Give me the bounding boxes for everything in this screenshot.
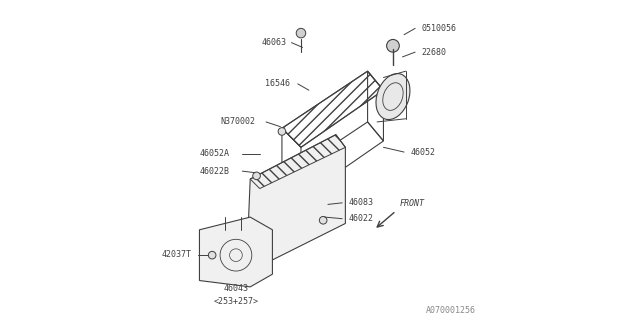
Circle shape bbox=[253, 172, 260, 180]
Text: 16546: 16546 bbox=[265, 79, 290, 88]
Text: 46022: 46022 bbox=[349, 214, 374, 223]
Polygon shape bbox=[200, 217, 273, 287]
Ellipse shape bbox=[376, 74, 410, 120]
Circle shape bbox=[387, 39, 399, 52]
Text: 46022B: 46022B bbox=[200, 167, 230, 176]
Text: 22680: 22680 bbox=[422, 48, 447, 57]
Circle shape bbox=[319, 216, 327, 224]
Circle shape bbox=[278, 128, 285, 135]
Text: 46052: 46052 bbox=[410, 148, 435, 156]
Text: 0510056: 0510056 bbox=[422, 24, 456, 33]
Circle shape bbox=[296, 28, 306, 38]
Text: 46083: 46083 bbox=[349, 198, 374, 207]
Text: <253+257>: <253+257> bbox=[213, 297, 259, 306]
Text: FRONT: FRONT bbox=[399, 199, 424, 208]
Text: 42037T: 42037T bbox=[161, 250, 191, 259]
Polygon shape bbox=[247, 135, 346, 268]
Circle shape bbox=[209, 252, 216, 259]
Text: 46063: 46063 bbox=[262, 38, 287, 47]
Text: 46052A: 46052A bbox=[200, 149, 230, 158]
Text: A070001256: A070001256 bbox=[426, 307, 476, 316]
Text: 46043: 46043 bbox=[223, 284, 248, 293]
Text: N370002: N370002 bbox=[220, 117, 255, 126]
